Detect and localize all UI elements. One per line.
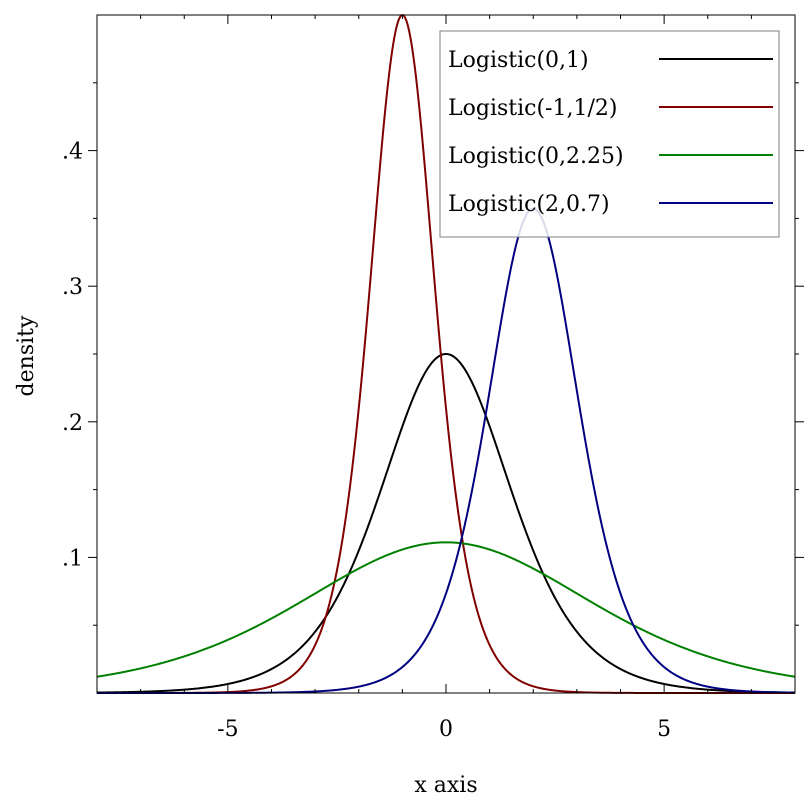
- y-tick-label: .3: [62, 275, 83, 300]
- y-axis-label: density: [14, 315, 39, 396]
- series-line-1: [96, 352, 796, 694]
- series-line-4: [97, 207, 796, 694]
- series-line-3: [96, 541, 796, 678]
- y-tick-label: .2: [62, 411, 83, 436]
- x-tick-label: 0: [439, 717, 453, 742]
- legend-label: Logistic(-1,1/2): [448, 96, 617, 121]
- x-axis-label: x axis: [414, 773, 477, 798]
- y-tick-label: .4: [62, 140, 83, 165]
- ticks: -5 0 5 .1 .2 .3 .4: [62, 15, 804, 742]
- legend-label: Logistic(0,1): [448, 48, 589, 73]
- y-tick-label: .1: [62, 546, 83, 571]
- legend-label: Logistic(2,0.7): [448, 192, 610, 217]
- legend: Logistic(0,1) Logistic(-1,1/2) Logistic(0,…: [439, 30, 780, 238]
- legend-label: Logistic(0,2.25): [448, 144, 624, 169]
- x-tick-label: 5: [657, 717, 671, 742]
- x-tick-label: -5: [217, 717, 238, 742]
